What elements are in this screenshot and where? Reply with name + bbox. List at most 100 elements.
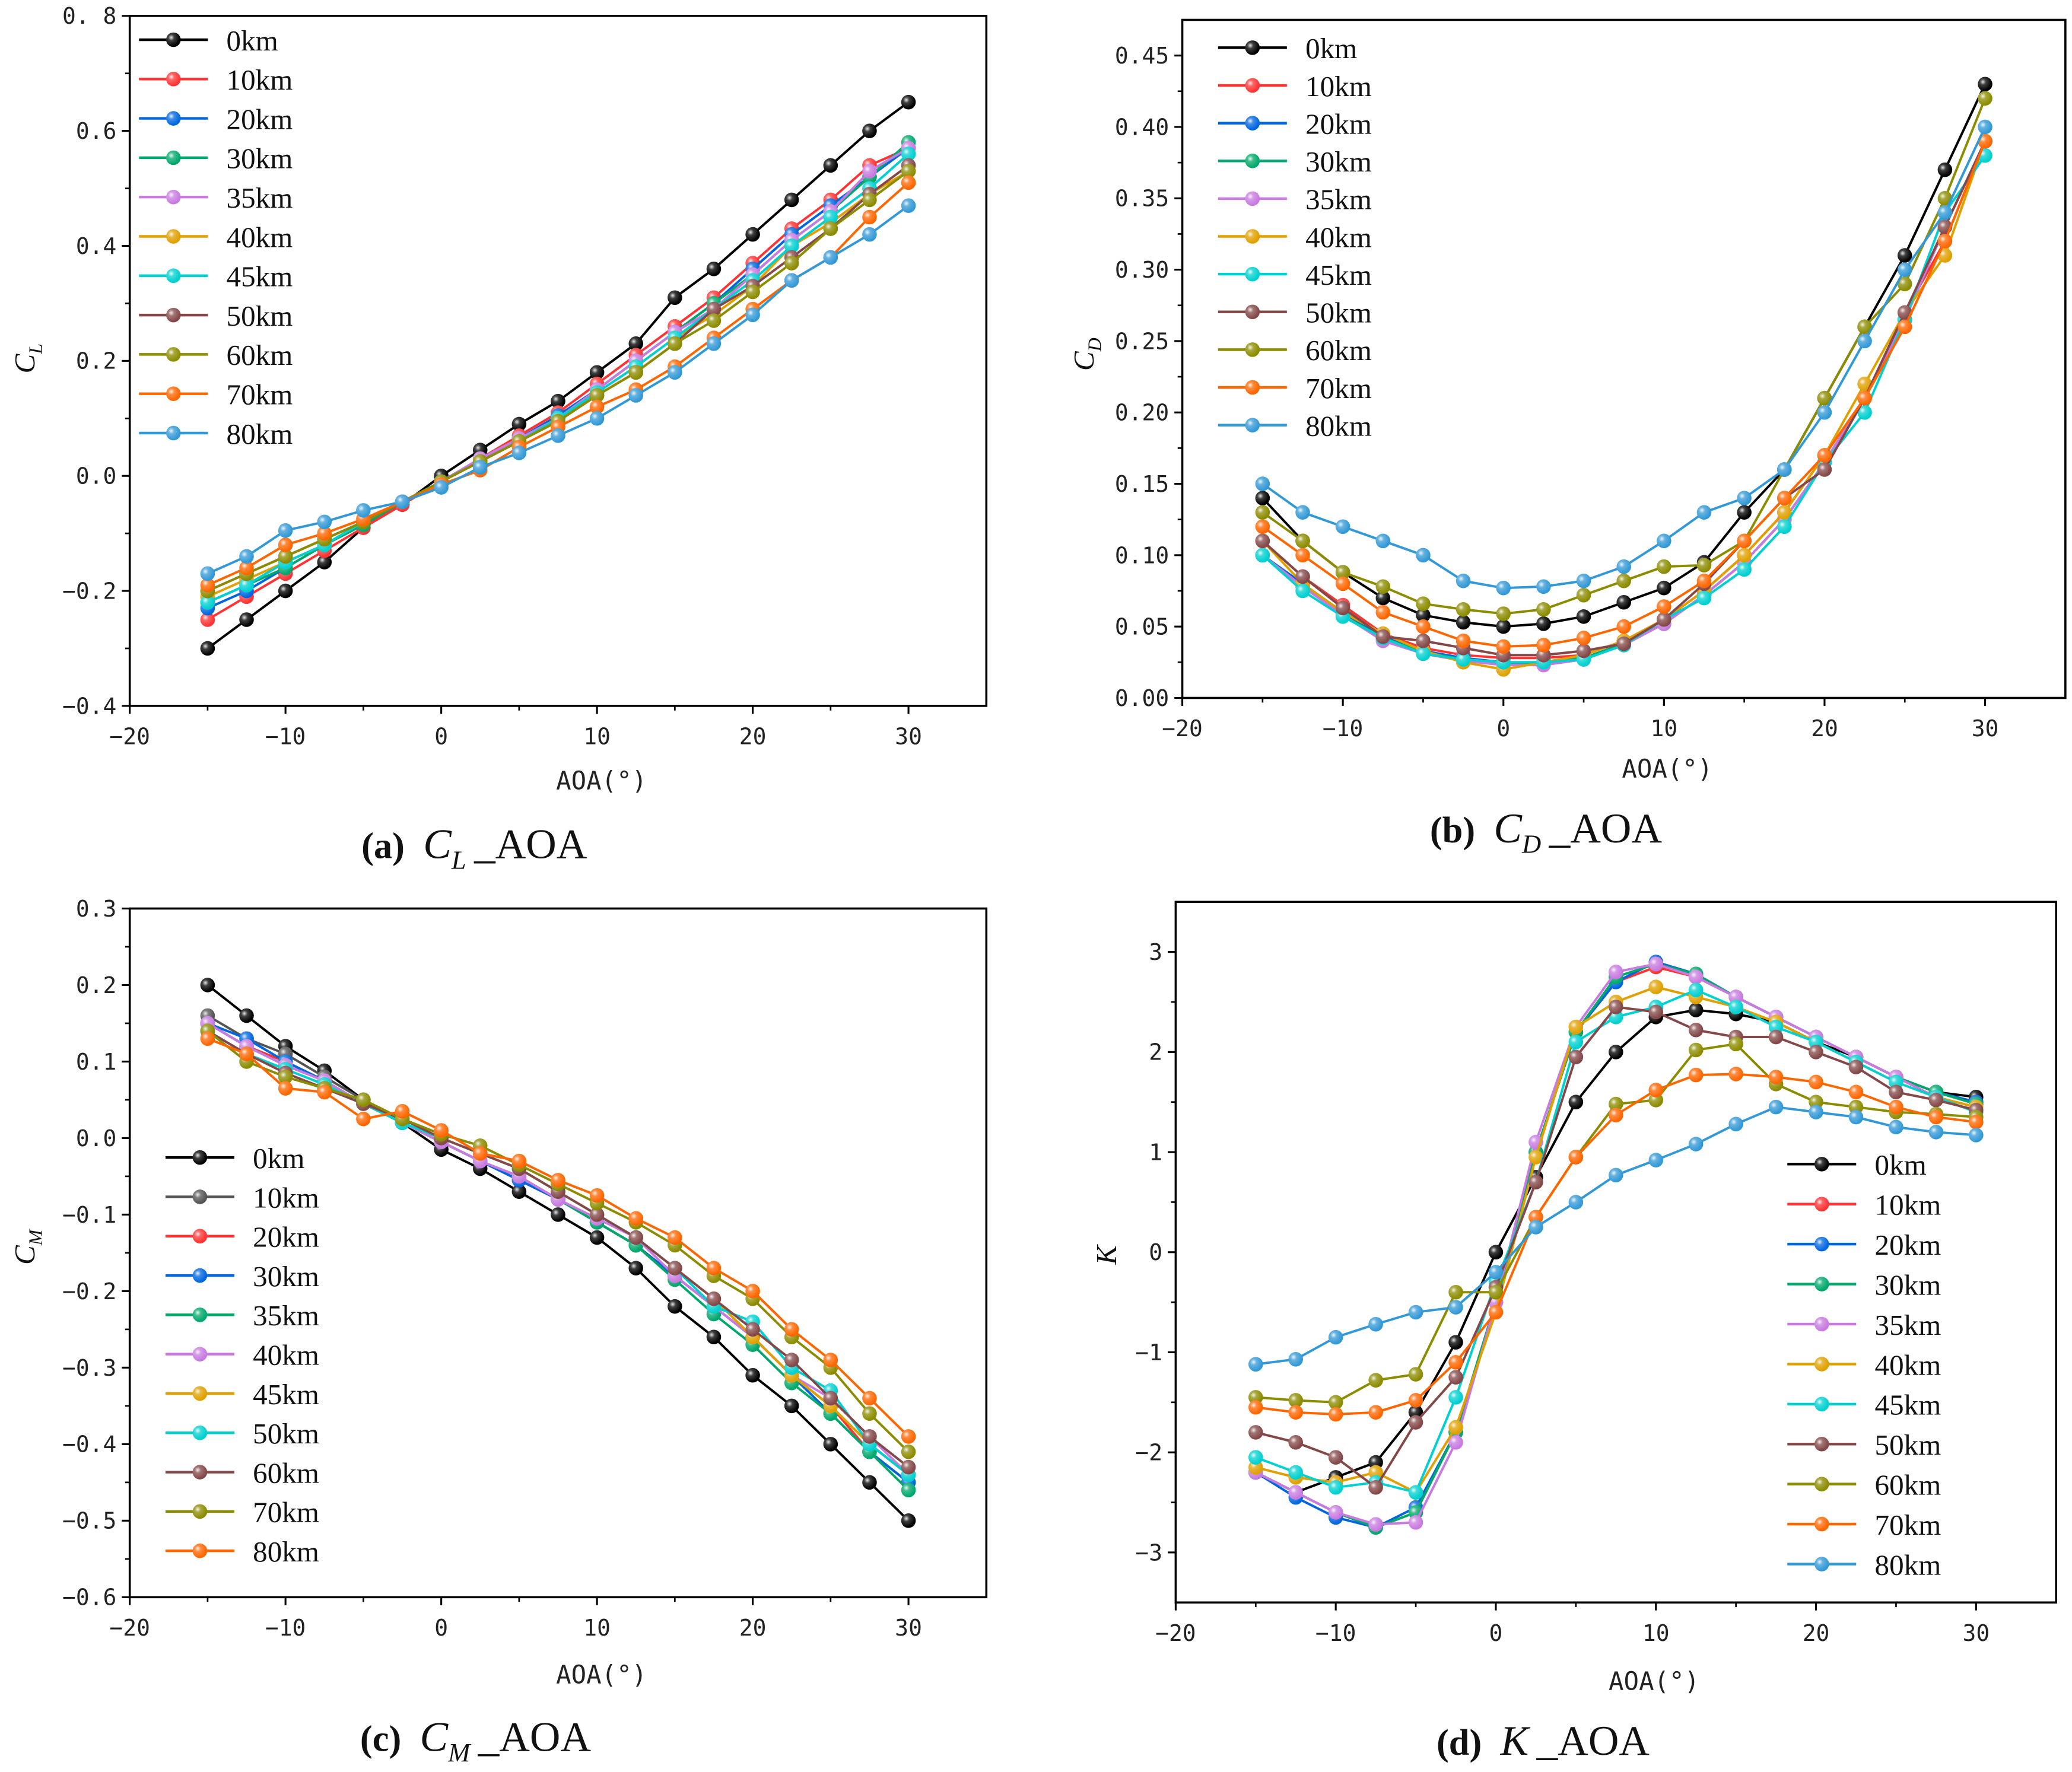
legend-item: 45km xyxy=(139,260,293,293)
legend-label: 70km xyxy=(1305,372,1372,405)
legend-marker-highlight xyxy=(1245,342,1260,357)
legend-label: 50km xyxy=(253,1417,319,1450)
legend-label: 35km xyxy=(253,1299,319,1332)
legend-marker-highlight xyxy=(166,307,181,323)
data-point-highlight xyxy=(1728,1067,1743,1081)
x-tick-label: 10 xyxy=(583,724,611,750)
legend-item: 0km xyxy=(1218,32,1357,65)
data-point-highlight xyxy=(668,365,682,380)
data-point-highlight xyxy=(706,336,722,351)
legend-label: 35km xyxy=(227,182,293,214)
data-point-highlight xyxy=(901,164,916,179)
legend-item: 20km xyxy=(139,103,293,135)
legend-label: 0km xyxy=(1875,1149,1927,1181)
legend-item: 20km xyxy=(165,1221,319,1254)
data-point-highlight xyxy=(1448,1420,1463,1435)
data-point-highlight xyxy=(1616,594,1631,610)
data-point-highlight xyxy=(1248,1399,1263,1415)
data-point-highlight xyxy=(1657,599,1671,614)
data-point-highlight xyxy=(1408,1485,1423,1500)
legend-item: 10km xyxy=(139,63,293,96)
legend-marker-highlight xyxy=(1245,304,1260,320)
legend-label: 50km xyxy=(1875,1429,1941,1461)
legend-item: 80km xyxy=(1787,1548,1941,1581)
data-point-highlight xyxy=(1897,262,1912,277)
y-tick-label: 0.0 xyxy=(76,1125,117,1151)
data-point-highlight xyxy=(1768,1029,1784,1045)
data-point-highlight xyxy=(589,1230,605,1245)
legend-label: 10km xyxy=(1875,1189,1941,1221)
data-point-highlight xyxy=(1857,333,1872,349)
data-point-highlight xyxy=(1809,1074,1823,1090)
legend-marker-highlight xyxy=(1245,78,1260,93)
legend-marker-highlight xyxy=(166,71,181,87)
legend-marker-highlight xyxy=(1245,266,1260,282)
legend-label: 30km xyxy=(1875,1268,1941,1301)
data-point-highlight xyxy=(1889,1074,1903,1090)
y-tick-label: 0.1 xyxy=(76,1049,117,1075)
data-point-highlight xyxy=(317,555,332,570)
y-tick-label: 0.6 xyxy=(76,118,117,144)
legend-label: 35km xyxy=(1875,1309,1941,1341)
series-80km xyxy=(200,198,916,581)
data-point-highlight xyxy=(1688,969,1704,985)
legend-label: 20km xyxy=(1875,1229,1941,1261)
data-point-highlight xyxy=(1488,1245,1504,1260)
data-point-highlight xyxy=(1616,559,1631,574)
legend-marker-highlight xyxy=(1814,1396,1829,1412)
data-point-highlight xyxy=(551,428,565,443)
data-point-highlight xyxy=(1848,1084,1864,1100)
data-point-highlight xyxy=(1248,1425,1263,1440)
data-point-highlight xyxy=(628,1230,644,1245)
data-point-highlight xyxy=(901,175,916,190)
data-point-highlight xyxy=(1609,1096,1623,1112)
legend-item: 80km xyxy=(1218,409,1372,442)
data-point-highlight xyxy=(823,250,838,265)
y-tick-label: 0.15 xyxy=(1115,471,1169,497)
data-point-highlight xyxy=(200,641,215,656)
x-tick-label: 20 xyxy=(739,724,767,750)
y-tick-label: 0.25 xyxy=(1115,328,1169,354)
legend-marker-highlight xyxy=(166,386,181,401)
data-point-highlight xyxy=(589,1207,605,1222)
data-point-highlight xyxy=(1335,576,1350,591)
data-point-highlight xyxy=(1978,119,1992,135)
legend-label: 20km xyxy=(253,1221,319,1254)
x-axis-label: AOA(°) xyxy=(556,1660,647,1689)
data-point-highlight xyxy=(1416,646,1431,661)
data-point-highlight xyxy=(589,1188,605,1203)
series-line xyxy=(207,141,910,604)
data-point-highlight xyxy=(1255,533,1270,549)
series-line xyxy=(207,164,910,592)
y-tick-label: 0.20 xyxy=(1115,400,1169,426)
series-50km xyxy=(1248,1000,1984,1495)
legend-item: 10km xyxy=(1218,70,1372,103)
data-point-highlight xyxy=(1696,573,1712,588)
data-point-highlight xyxy=(1536,616,1551,631)
data-point-highlight xyxy=(1488,1265,1504,1280)
data-point-highlight xyxy=(1657,612,1671,627)
data-point-highlight xyxy=(1248,1357,1263,1372)
data-point-highlight xyxy=(1368,1465,1383,1480)
legend-label: 40km xyxy=(227,221,293,253)
caption-text: _AOA xyxy=(1536,1717,1650,1764)
y-tick-label: −0.4 xyxy=(62,693,116,719)
legend-item: 50km xyxy=(1787,1429,1941,1461)
data-point-highlight xyxy=(1456,633,1471,648)
data-point-highlight xyxy=(278,523,293,538)
data-point-highlight xyxy=(823,1391,838,1406)
data-point-highlight xyxy=(901,198,916,213)
legend: 0km 10km 20km 30km 35km 40km 45km 50km 60km 70km 8… xyxy=(1787,1149,1941,1581)
data-point-highlight xyxy=(1857,390,1872,406)
data-point-highlight xyxy=(668,1261,682,1275)
legend-marker-highlight xyxy=(192,1386,208,1401)
data-point-highlight xyxy=(1568,1095,1584,1109)
data-point-highlight xyxy=(1688,1022,1704,1038)
data-point-highlight xyxy=(1688,1042,1704,1058)
data-point-highlight xyxy=(511,1184,527,1199)
legend-marker-highlight xyxy=(166,111,181,126)
legend: 0km 10km 20km 30km 35km 40km 45km 50km 60km 70km 8… xyxy=(165,1142,319,1568)
legend-marker-highlight xyxy=(1245,153,1260,168)
legend-marker-highlight xyxy=(1814,1357,1829,1372)
data-point-highlight xyxy=(200,1031,215,1046)
